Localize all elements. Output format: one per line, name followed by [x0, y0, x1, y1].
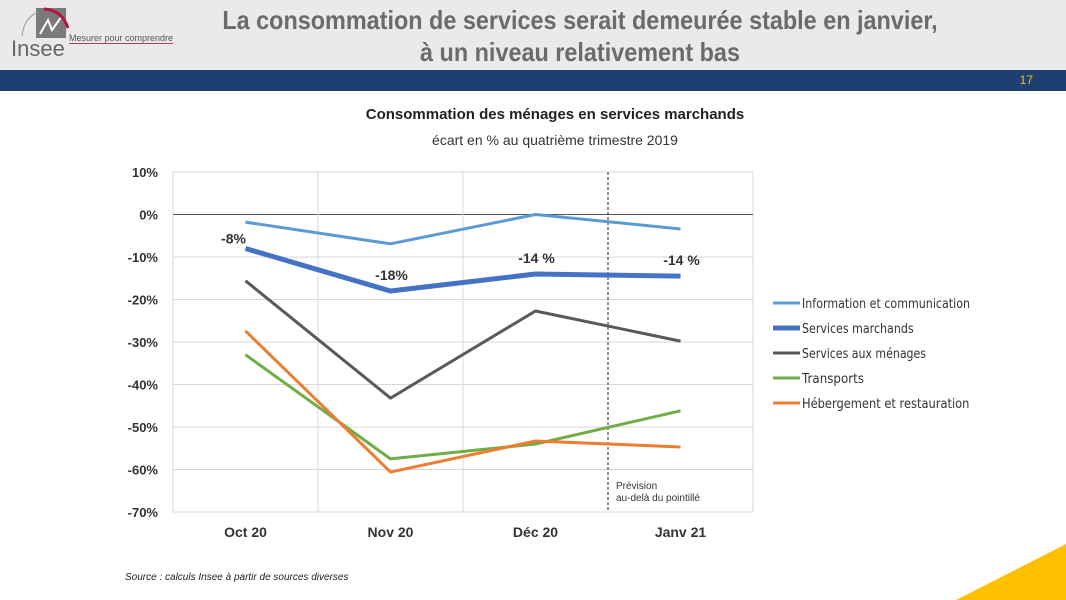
- y-tick-label: -30%: [128, 335, 159, 350]
- forecast-annotation: au-delà du pointillé: [616, 493, 700, 504]
- y-tick-label: -50%: [128, 420, 159, 435]
- x-tick-label: Déc 20: [513, 524, 558, 540]
- forecast-annotation: Prévision: [616, 481, 657, 492]
- x-tick-label: Nov 20: [368, 524, 414, 540]
- logo-mark-icon: [21, 7, 70, 38]
- y-tick-label: -20%: [128, 293, 159, 308]
- legend-label: Hébergement et restauration: [802, 397, 969, 412]
- y-tick-label: 0%: [139, 208, 158, 223]
- y-tick-label: -60%: [128, 463, 159, 478]
- series-line-4: [244, 329, 681, 474]
- source-note: Source : calculs Insee à partir de sourc…: [125, 572, 349, 583]
- header-bar: [0, 0, 1066, 70]
- legend-label: Services marchands: [802, 322, 914, 337]
- title-line-1: La consommation de services serait demeu…: [222, 5, 938, 35]
- chart-subtitle: écart en % au quatrième trimestre 2019: [432, 132, 678, 148]
- series-line-2: [244, 279, 681, 400]
- y-tick-label: -40%: [128, 378, 159, 393]
- y-tick-label: -70%: [128, 505, 159, 520]
- y-tick-label: -10%: [128, 250, 159, 265]
- series-line-1: [244, 246, 681, 294]
- legend-label: Services aux ménages: [802, 347, 926, 362]
- y-tick-label: 10%: [132, 165, 158, 180]
- data-label: -8%: [221, 231, 246, 247]
- logo-tagline: Mesurer pour comprendre: [69, 33, 174, 44]
- series-line-3: [244, 353, 681, 461]
- logo-text: Insee: [11, 36, 65, 61]
- data-label: -14 %: [518, 250, 555, 266]
- x-tick-label: Oct 20: [224, 524, 267, 540]
- x-tick-label: Janv 21: [655, 524, 707, 540]
- data-label: -14 %: [663, 252, 700, 268]
- legend-label: Information et communication: [802, 297, 970, 312]
- header-band: [0, 70, 1066, 91]
- insee-logo: Insee Mesurer pour comprendre: [8, 6, 178, 62]
- title-line-2: à un niveau relativement bas: [420, 37, 740, 67]
- series-line-0: [245, 213, 681, 246]
- legend-label: Transports: [801, 372, 864, 387]
- slide-title: La consommation de services serait demeu…: [220, 4, 940, 68]
- chart-title: Consommation des ménages en services mar…: [365, 106, 745, 123]
- corner-decoration: [956, 544, 1066, 600]
- data-label: -18%: [375, 267, 408, 283]
- page-number: 17: [1019, 73, 1033, 87]
